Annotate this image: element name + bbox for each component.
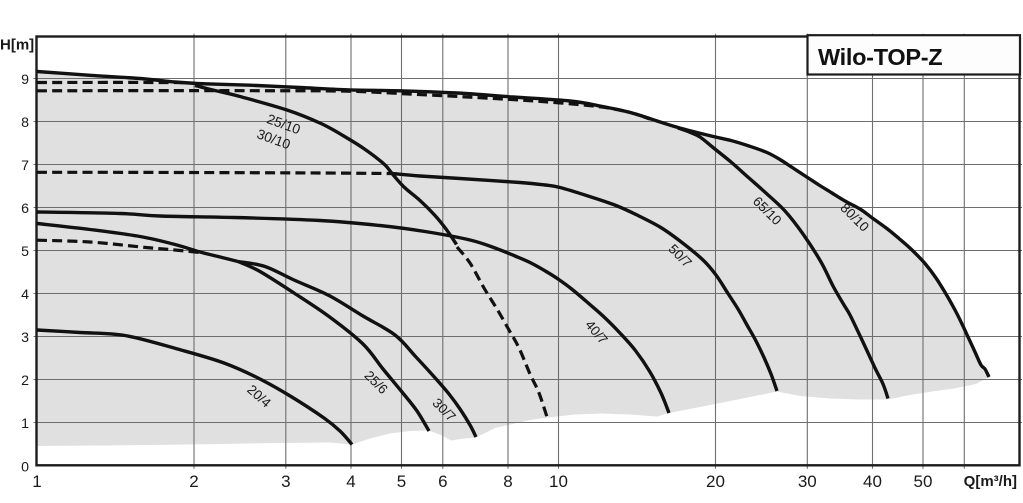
svg-text:H[m]: H[m] xyxy=(0,37,34,54)
svg-text:6: 6 xyxy=(438,472,447,491)
svg-text:7: 7 xyxy=(21,158,29,174)
svg-text:40: 40 xyxy=(863,472,882,491)
svg-text:20: 20 xyxy=(706,472,725,491)
svg-text:8: 8 xyxy=(21,115,29,131)
svg-text:4: 4 xyxy=(346,472,355,491)
svg-text:Q[m³/h]: Q[m³/h] xyxy=(964,473,1017,490)
svg-text:30: 30 xyxy=(798,472,817,491)
svg-text:8: 8 xyxy=(503,472,512,491)
svg-text:6: 6 xyxy=(21,201,29,217)
svg-text:9: 9 xyxy=(21,72,29,88)
svg-text:1: 1 xyxy=(32,472,41,491)
svg-text:2: 2 xyxy=(21,373,29,389)
svg-text:50: 50 xyxy=(914,472,933,491)
svg-text:0: 0 xyxy=(21,459,29,475)
svg-text:4: 4 xyxy=(21,287,29,303)
svg-text:5: 5 xyxy=(397,472,406,491)
svg-text:3: 3 xyxy=(21,330,29,346)
svg-text:Wilo-TOP-Z: Wilo-TOP-Z xyxy=(818,44,942,70)
svg-text:2: 2 xyxy=(189,472,198,491)
svg-text:1: 1 xyxy=(21,416,29,432)
svg-text:10: 10 xyxy=(549,472,568,491)
svg-text:5: 5 xyxy=(21,244,29,260)
svg-text:3: 3 xyxy=(281,472,290,491)
